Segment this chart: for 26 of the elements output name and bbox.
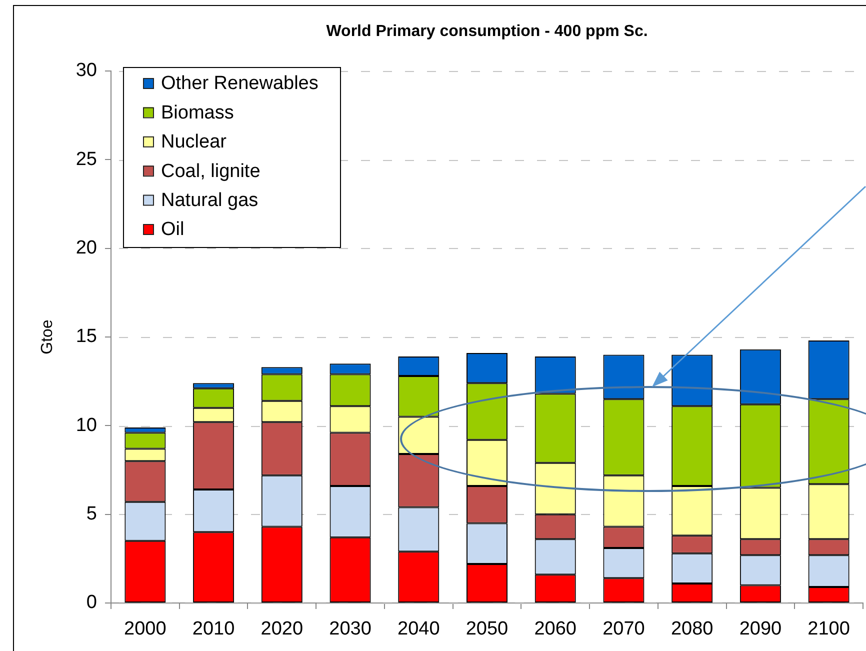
y-tick-label: 25	[76, 148, 97, 170]
legend-label: Oil	[161, 219, 184, 240]
y-axis-title: Gtoe	[39, 320, 56, 354]
x-tick-label: 2020	[260, 618, 304, 640]
x-tick-label: 2080	[670, 618, 714, 640]
x-tick-label: 2090	[739, 618, 782, 640]
x-tick-label: 2010	[192, 618, 235, 640]
y-tick-label: 20	[76, 238, 97, 259]
chart-title: World Primary consumption - 400 ppm Sc.	[326, 23, 648, 40]
y-tick-label: 0	[86, 592, 97, 614]
y-tick-label: 10	[76, 414, 97, 436]
legend-label: Other Renewables	[161, 73, 318, 94]
y-tick-label: 15	[76, 326, 97, 348]
x-tick-label: 2030	[329, 618, 372, 640]
legend-label: Nuclear	[161, 132, 228, 153]
legend-label: Natural gas	[161, 190, 258, 212]
x-tick-label: 2060	[534, 618, 577, 640]
legend-label: Coal, lignite	[161, 160, 260, 182]
x-tick-label: 2050	[466, 618, 508, 640]
x-tick-label: 2100	[808, 618, 850, 640]
y-tick-label: 5	[86, 504, 97, 525]
x-tick-label: 2000	[124, 618, 166, 640]
x-tick-label: 2040	[397, 618, 440, 640]
y-tick-label: 30	[76, 60, 97, 82]
x-tick-label: 2070	[602, 618, 645, 640]
legend-label: Biomass	[161, 102, 234, 124]
